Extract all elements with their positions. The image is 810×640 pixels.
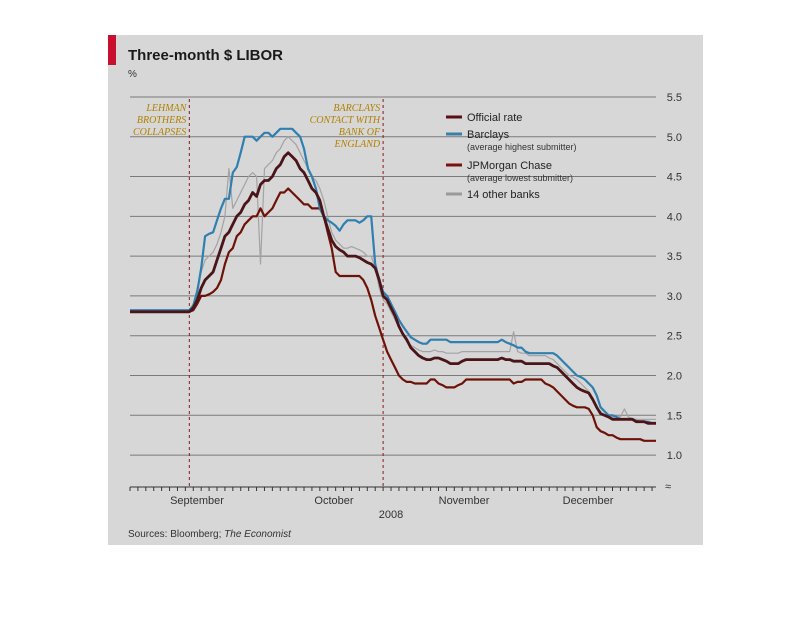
legend-label: JPMorgan Chase xyxy=(467,160,552,172)
event-annotation-text: LEHMAN xyxy=(145,103,187,114)
series-lines xyxy=(130,127,656,442)
y-tick-label: 1.5 xyxy=(667,410,682,422)
legend-sublabel: (average lowest submitter) xyxy=(467,173,573,183)
series-line-barclays xyxy=(130,127,656,425)
y-tick-label: 5.5 xyxy=(667,92,682,104)
legend-label: Barclays xyxy=(467,129,510,141)
legend-label: 14 other banks xyxy=(467,189,540,201)
y-tick-label: 4.0 xyxy=(667,211,682,223)
source-prefix: Sources: Bloomberg; xyxy=(128,529,224,540)
event-annotation-text: BANK OF xyxy=(339,127,381,138)
event-annotation-text: BARCLAYS xyxy=(333,103,380,114)
x-tick-label: December xyxy=(563,495,614,507)
source-note: Sources: Bloomberg; The Economist xyxy=(128,529,292,540)
x-tick-label: October xyxy=(314,495,353,507)
legend-sublabel: (average highest submitter) xyxy=(467,142,577,152)
y-tick-label: 2.5 xyxy=(667,331,682,343)
y-tick-label: 1.0 xyxy=(667,450,682,462)
y-tick-label: 4.5 xyxy=(667,172,682,184)
event-annotation-text: BROTHERS xyxy=(137,115,186,126)
x-axis-year-label: 2008 xyxy=(379,509,403,521)
chart-title: Three-month $ LIBOR xyxy=(128,47,283,64)
y-tick-label: 5.0 xyxy=(667,132,682,144)
unit-label: % xyxy=(128,69,137,80)
y-tick-label: 2.0 xyxy=(667,371,682,383)
legend-label: Official rate xyxy=(467,112,522,124)
brand-red-tab xyxy=(108,35,116,65)
x-tick-label: September xyxy=(170,495,224,507)
series-line-jpmorgan-chase xyxy=(130,187,656,442)
chart-panel: Three-month $ LIBOR % 5.5 5.0 4.5 4.0 3.5 3.0… xyxy=(108,35,703,545)
x-tick-label: November xyxy=(439,495,490,507)
libor-line-chart: Three-month $ LIBOR % 5.5 5.0 4.5 4.0 3.5 3.0… xyxy=(108,35,682,540)
legend: Official rate Barclays(average highest su… xyxy=(446,112,577,201)
x-axis: September October November December ≈ xyxy=(129,481,671,507)
axis-break-mark: ≈ xyxy=(665,481,671,493)
event-annotation-text: ENGLAND xyxy=(334,139,381,150)
y-axis-labels: 5.5 5.0 4.5 4.0 3.5 3.0 2.5 2.0 1.5 1.0 xyxy=(667,92,682,462)
series-line-official-rate xyxy=(130,151,656,425)
y-tick-label: 3.5 xyxy=(667,251,682,263)
y-tick-label: 3.0 xyxy=(667,291,682,303)
event-annotation-text: CONTACT WITH xyxy=(310,115,381,126)
event-annotation-text: COLLAPSES xyxy=(133,127,186,138)
series-line-14-other-banks xyxy=(130,136,656,420)
source-italic: The Economist xyxy=(224,529,292,540)
